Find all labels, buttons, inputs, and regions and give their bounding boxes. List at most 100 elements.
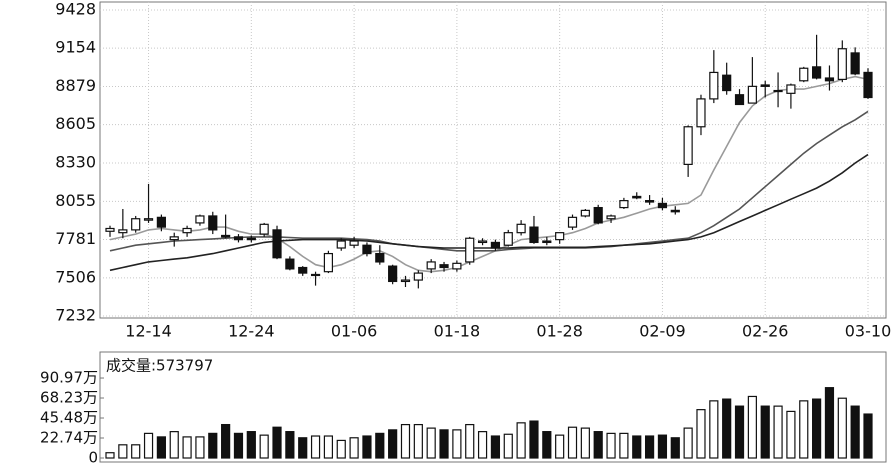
candle-body <box>182 227 192 234</box>
candle-body <box>619 200 629 209</box>
volume-title: 成交量:573797 <box>106 357 213 375</box>
volume-bar <box>272 426 282 459</box>
volume-bar <box>644 435 655 459</box>
volume-bar <box>657 434 668 459</box>
volume-bar <box>246 431 256 459</box>
candle-body <box>529 226 539 244</box>
volume-bar <box>773 405 783 459</box>
y-tick-label: 7506 <box>55 267 96 286</box>
candle-body <box>298 266 308 274</box>
candle-body <box>362 244 372 255</box>
y-tick-label: 8605 <box>55 114 96 133</box>
volume-bar <box>375 432 385 459</box>
volume-bar <box>824 387 835 459</box>
candle-body <box>105 227 115 232</box>
candle-body <box>400 279 411 283</box>
price-frame <box>99 1 887 319</box>
candle-body <box>233 236 244 241</box>
candle-body <box>606 215 616 220</box>
volume-bar <box>156 436 166 459</box>
volume-bar <box>323 435 334 459</box>
volume-bar <box>477 431 488 459</box>
candle-body <box>195 215 205 224</box>
candle-body <box>850 52 860 75</box>
candle-body <box>837 48 847 80</box>
candle-body <box>118 229 128 234</box>
volume-tick-label: 90.97万 <box>40 369 98 387</box>
volume-bar <box>336 439 346 459</box>
volume-tick-label: 68.23万 <box>40 389 98 407</box>
volume-bar <box>285 431 295 459</box>
y-tick-label: 7781 <box>55 229 96 248</box>
candle-body <box>375 252 385 263</box>
volume-bar <box>812 398 822 459</box>
volume-bar <box>195 436 205 459</box>
volume-bar <box>734 405 745 459</box>
volume-bar <box>542 431 552 459</box>
volume-bar <box>362 435 372 459</box>
candle-body <box>413 272 423 281</box>
volume-bar <box>593 431 603 459</box>
candle-body <box>259 223 269 235</box>
x-tick-label: 01-18 <box>434 322 481 341</box>
candle-body <box>336 240 346 249</box>
candle-body <box>439 264 449 269</box>
candle-body <box>208 215 218 231</box>
volume-bar <box>439 429 449 459</box>
volume-bar <box>683 427 693 459</box>
candle-body <box>644 200 655 203</box>
volume-bar <box>349 437 359 459</box>
volume-bar <box>580 427 590 459</box>
candle-body <box>272 229 282 259</box>
candle-body <box>773 89 783 93</box>
volume-bar <box>799 400 809 459</box>
y-tick-label: 8055 <box>55 191 96 210</box>
candle-body <box>567 216 578 228</box>
candle-body <box>812 66 822 79</box>
volume-bar <box>310 435 321 459</box>
volume-bar <box>233 432 244 459</box>
moving-average <box>109 153 869 272</box>
volume-bar <box>632 435 642 459</box>
x-tick-label: 02-09 <box>639 322 686 341</box>
candle-body <box>683 126 693 165</box>
candle-body <box>580 209 590 217</box>
y-tick-label: 9154 <box>55 38 96 57</box>
volume-bar <box>619 432 629 459</box>
candle-body <box>824 77 835 82</box>
candle-body <box>156 216 166 228</box>
volume-bar <box>118 444 128 459</box>
volume-bar <box>850 405 860 459</box>
candle-body <box>799 67 809 82</box>
volume-bar <box>143 432 154 459</box>
candle-body <box>143 218 154 221</box>
candle-body <box>452 262 462 270</box>
candle-body <box>310 273 321 277</box>
y-tick-label: 8330 <box>55 153 96 172</box>
candle-body <box>246 237 256 241</box>
x-tick-label: 02-26 <box>742 322 789 341</box>
volume-bar <box>722 398 732 459</box>
volume-bar <box>709 400 719 459</box>
y-tick-label: 9428 <box>55 0 96 19</box>
candle-body <box>388 265 398 283</box>
volume-bar <box>413 423 423 459</box>
volume-bar <box>606 432 616 459</box>
volume-bar <box>786 410 796 459</box>
volume-frame <box>99 351 887 463</box>
y-tick-label: 8879 <box>55 76 96 95</box>
volume-bar <box>259 434 269 459</box>
candle-body <box>465 237 475 263</box>
volume-bar <box>400 423 411 459</box>
candle-body <box>285 258 295 270</box>
volume-bar <box>208 432 218 459</box>
candle-body <box>426 261 436 270</box>
volume-tick-label: 22.74万 <box>40 429 98 447</box>
volume-bar <box>388 429 398 459</box>
x-tick-label: 12-24 <box>228 322 275 341</box>
volume-bar <box>837 397 847 459</box>
candle-body <box>670 209 680 213</box>
moving-average <box>109 75 869 273</box>
volume-bar <box>670 437 680 459</box>
volume-bar <box>747 395 757 459</box>
